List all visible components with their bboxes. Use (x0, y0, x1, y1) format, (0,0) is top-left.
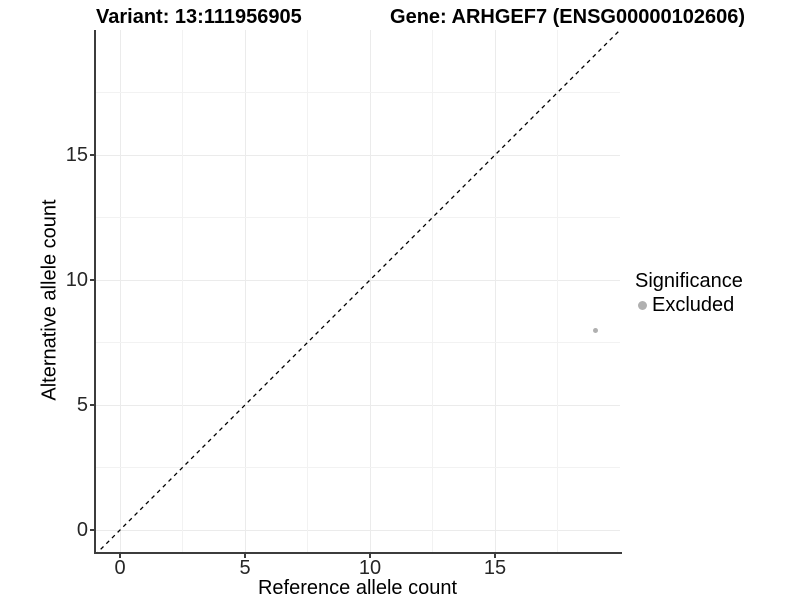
x-tick-mark (494, 554, 496, 558)
minor-gridline-vertical (307, 30, 308, 553)
major-gridline-vertical (369, 30, 371, 553)
minor-gridline-vertical (557, 30, 558, 553)
minor-gridline-horizontal (95, 342, 620, 343)
legend: Significance Excluded (635, 270, 743, 317)
major-gridline-vertical (244, 30, 246, 553)
gene-title: Gene: ARHGEF7 (ENSG00000102606) (390, 6, 745, 28)
y-tick-label: 10 (65, 269, 88, 291)
y-tick-mark (90, 529, 94, 531)
y-tick-label: 15 (65, 144, 88, 166)
minor-gridline-horizontal (95, 217, 620, 218)
y-tick-mark (90, 154, 94, 156)
y-tick-label: 5 (76, 394, 88, 416)
legend-entry-label: Excluded (652, 293, 735, 316)
x-tick-label: 15 (483, 557, 507, 579)
identity-dashed-line (96, 30, 620, 553)
x-axis-title: Reference allele count (257, 577, 457, 599)
y-tick-mark (90, 404, 94, 406)
legend-entries: Excluded (635, 293, 743, 317)
major-gridline-horizontal (95, 279, 620, 281)
legend-title: Significance (635, 270, 743, 292)
major-gridline-vertical (119, 30, 121, 553)
y-tick-label: 0 (76, 519, 88, 541)
variant-title: Variant: 13:111956905 (96, 6, 302, 28)
x-tick-mark (244, 554, 246, 558)
minor-gridline-horizontal (95, 92, 620, 93)
major-gridline-horizontal (95, 154, 620, 156)
x-tick-mark (119, 554, 121, 558)
major-gridline-horizontal (95, 529, 620, 531)
x-tick-mark (369, 554, 371, 558)
data-point (592, 327, 598, 333)
legend-key-dot-icon (638, 300, 647, 310)
legend-entry: Excluded (635, 293, 743, 317)
minor-gridline-vertical (432, 30, 433, 553)
x-axis-line (94, 552, 622, 554)
x-tick-label: 5 (239, 557, 251, 579)
plot-panel (95, 30, 620, 553)
major-gridline-horizontal (95, 404, 620, 406)
y-axis-line (94, 30, 96, 554)
x-tick-label: 10 (358, 557, 382, 579)
y-axis-title: Alternative allele count (38, 199, 61, 401)
x-tick-label: 0 (114, 557, 126, 579)
y-tick-mark (90, 279, 94, 281)
minor-gridline-vertical (182, 30, 183, 553)
minor-gridline-horizontal (95, 467, 620, 468)
major-gridline-vertical (494, 30, 496, 553)
